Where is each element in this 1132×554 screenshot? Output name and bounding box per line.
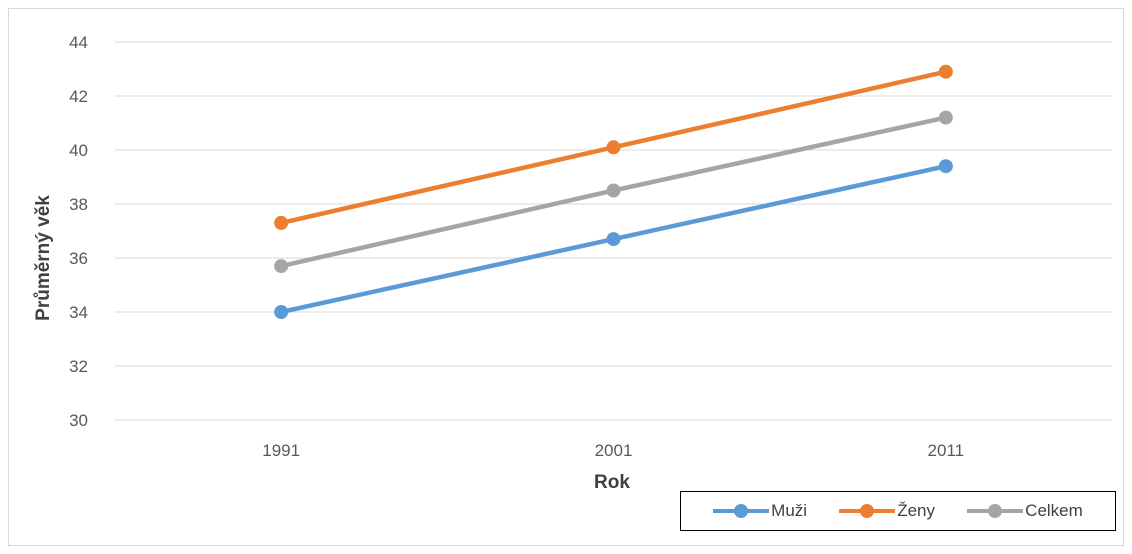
y-tick-labels: 30 32 34 36 38 40 42 44 — [69, 33, 88, 430]
legend-label-zeny: Ženy — [897, 501, 936, 520]
x-tick-label: 2001 — [595, 441, 633, 460]
x-tick-labels: 1991 2001 2011 — [262, 441, 964, 460]
legend-marker-celkem — [967, 501, 1024, 521]
series-zeny — [274, 64, 953, 230]
series-muzi — [274, 159, 953, 319]
legend-item-celkem: Celkem — [967, 501, 1083, 521]
x-axis-title: Rok — [594, 472, 630, 493]
x-tick-label: 2011 — [928, 441, 965, 460]
legend-marker-zeny — [839, 501, 896, 521]
data-point-celkem — [606, 183, 621, 198]
data-point-celkem — [938, 110, 953, 125]
series-celkem — [274, 110, 953, 274]
legend-label-muzi: Muži — [771, 501, 808, 520]
legend-item-muzi: Muži — [713, 501, 807, 521]
y-tick-label: 44 — [69, 33, 88, 52]
data-point-zeny — [938, 64, 953, 79]
legend: Muži Ženy Celkem — [680, 491, 1116, 531]
legend-label-celkem: Celkem — [1025, 501, 1083, 520]
data-point-muzi — [274, 305, 289, 319]
series-group — [274, 64, 953, 319]
legend-marker-muzi — [713, 501, 770, 521]
legend-item-zeny: Ženy — [839, 501, 935, 521]
y-tick-label: 38 — [69, 195, 88, 214]
data-point-celkem — [274, 259, 289, 274]
y-tick-label: 32 — [69, 357, 88, 376]
data-point-zeny — [606, 140, 621, 155]
x-tick-label: 1991 — [262, 441, 300, 460]
y-tick-label: 36 — [69, 249, 88, 268]
y-tick-label: 40 — [69, 141, 88, 160]
grid-lines — [115, 41, 1112, 421]
data-point-zeny — [274, 215, 289, 230]
y-axis-title: Průměrný věk — [33, 195, 54, 321]
y-tick-label: 34 — [69, 303, 88, 322]
data-point-muzi — [606, 232, 621, 247]
y-tick-label: 42 — [69, 87, 88, 106]
data-point-muzi — [938, 159, 953, 174]
chart-frame — [8, 8, 1124, 546]
y-tick-label: 30 — [69, 411, 88, 430]
